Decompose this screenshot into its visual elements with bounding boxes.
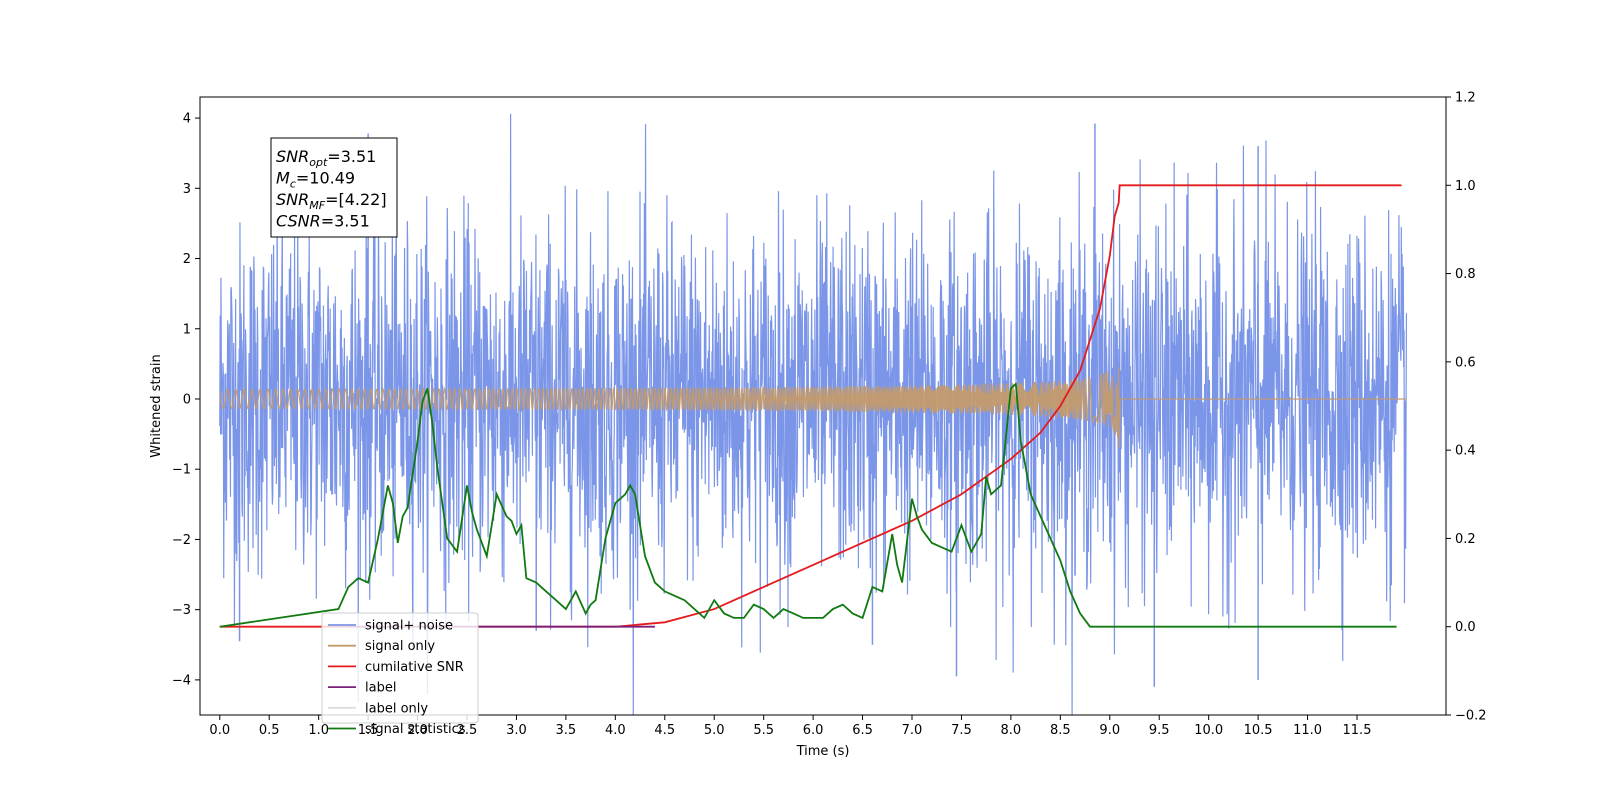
x-tick-label: 5.5 [753,723,774,738]
series-signal-only [219,367,1407,448]
y-tick-label: −4 [172,673,191,688]
x-tick-label: 8.0 [1001,723,1022,738]
legend-entry: label [365,681,396,696]
y2-tick-label: 1.2 [1455,91,1476,106]
annotation-line: CSNR=3.51 [276,212,370,231]
legend-entry: cumilative SNR [365,660,464,675]
y2-tick-label: −0.2 [1455,709,1487,724]
x-tick-label: 7.5 [951,723,972,738]
x-tick-label: 1.5 [358,723,379,738]
y2-tick-label: 0.6 [1455,355,1476,370]
y-tick-label: 4 [183,112,191,127]
legend-entry: signal+ noise [365,619,453,634]
x-tick-label: 5.0 [704,723,725,738]
plot-frame [199,96,1447,716]
x-tick-label: 9.0 [1099,723,1120,738]
x-tick-label: 8.5 [1050,723,1071,738]
y2-tick-label: 0.4 [1455,444,1476,459]
legend-entry: signal only [365,639,435,654]
x-tick-label: 11.5 [1343,723,1372,738]
x-tick-label: 11.0 [1293,723,1322,738]
annotation-line: SNRopt=3.51 [276,147,376,169]
y-tick-label: 1 [183,322,191,337]
legend: signal+ noise signal only cumilative SNR la… [321,612,479,737]
annotation-line: Mc=10.49 [276,169,355,191]
y2-tick-label: 0.8 [1455,267,1476,282]
y-tick-label: −2 [172,533,191,548]
series-cumilative-snr [219,184,1402,628]
y2-tick-label: 0.2 [1455,532,1476,547]
y-tick-label: −1 [172,463,191,478]
y-tick-label: −3 [172,603,191,618]
y-tick-label: 3 [183,182,191,197]
x-tick-label: 7.0 [902,723,923,738]
y2-tick-label: 1.0 [1455,179,1476,194]
y2-tick-label: 0.0 [1455,620,1476,635]
y-tick-label: 0 [183,392,191,407]
x-tick-label: 9.5 [1149,723,1170,738]
x-tick-label: 10.0 [1194,723,1223,738]
x-tick-label: 6.5 [852,723,873,738]
x-tick-label: 6.0 [803,723,824,738]
legend-entry: signal statistics [365,722,466,737]
x-tick-label: 3.5 [556,723,577,738]
x-tick-label: 0.5 [259,723,280,738]
y-tick-label: 2 [183,252,191,267]
x-tick-label: 3.0 [506,723,527,738]
x-tick-label: 1.0 [308,723,329,738]
annotation-line: SNRMF=[4.22] [276,190,387,212]
y-axis-label: Whitened strain [149,354,164,457]
series-signal-statistics [219,382,1397,628]
x-tick-label: 2.0 [407,723,428,738]
series-signal-noise [219,113,1408,715]
x-tick-label: 4.0 [605,723,626,738]
x-tick-label: 0.0 [209,723,230,738]
x-tick-label: 2.5 [457,723,478,738]
x-axis-label: Time (s) [796,744,850,759]
x-tick-label: 4.5 [654,723,675,738]
x-tick-label: 10.5 [1244,723,1273,738]
legend-frame [321,612,479,724]
legend-entry: label only [365,701,428,716]
annotation-frame [270,137,398,238]
